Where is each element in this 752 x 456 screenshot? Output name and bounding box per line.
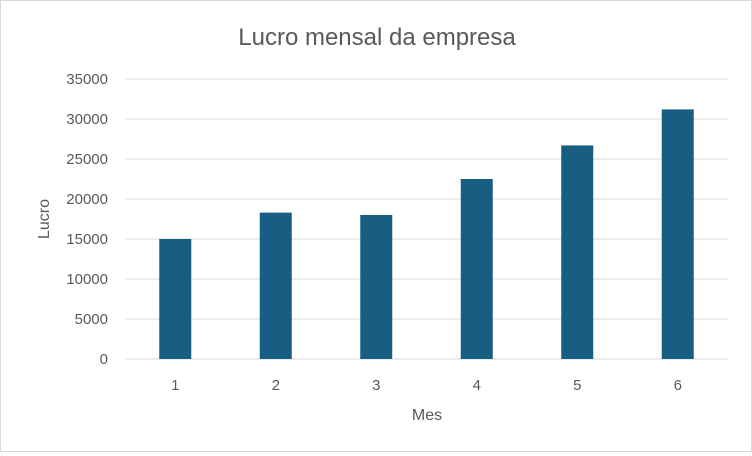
gridlines bbox=[125, 78, 728, 360]
x-tick-label: 4 bbox=[473, 377, 481, 394]
x-tick-label: 1 bbox=[171, 377, 179, 394]
bar bbox=[460, 179, 493, 359]
bar bbox=[561, 145, 594, 359]
y-tick-label: 15000 bbox=[66, 231, 108, 248]
y-tick-label: 5000 bbox=[75, 311, 108, 328]
y-tick-label: 35000 bbox=[66, 71, 108, 88]
bars bbox=[159, 109, 694, 360]
x-axis-ticks: 1 2 3 4 5 6 bbox=[171, 377, 682, 394]
y-axis-label: Lucro bbox=[36, 199, 53, 239]
x-axis-label: Mes bbox=[412, 407, 442, 424]
bar bbox=[259, 212, 292, 359]
x-tick-label: 3 bbox=[372, 377, 380, 394]
y-tick-label: 0 bbox=[100, 351, 108, 368]
chart-title: Lucro mensal da empresa bbox=[238, 24, 516, 51]
y-tick-label: 10000 bbox=[66, 271, 108, 288]
x-tick-label: 5 bbox=[573, 377, 581, 394]
bar bbox=[360, 215, 393, 359]
bar bbox=[661, 109, 694, 360]
x-tick-label: 6 bbox=[674, 377, 682, 394]
y-tick-label: 30000 bbox=[66, 111, 108, 128]
x-tick-label: 2 bbox=[272, 377, 280, 394]
y-tick-label: 20000 bbox=[66, 191, 108, 208]
y-tick-label: 25000 bbox=[66, 151, 108, 168]
y-axis-ticks: 0 5000 10000 15000 20000 25000 30000 35000 bbox=[66, 71, 108, 368]
bar bbox=[159, 239, 192, 359]
